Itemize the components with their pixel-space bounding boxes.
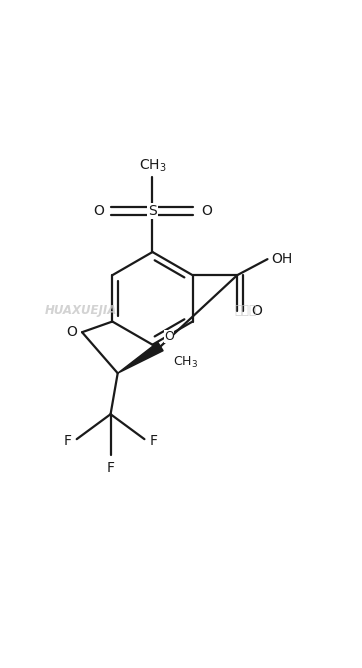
- Text: 化学加: 化学加: [234, 305, 256, 317]
- Text: CH$_3$: CH$_3$: [139, 157, 166, 174]
- Text: OH: OH: [271, 252, 292, 266]
- Text: CH$_3$: CH$_3$: [173, 355, 198, 371]
- Text: S: S: [148, 204, 157, 218]
- Text: F: F: [63, 434, 71, 448]
- Text: O: O: [164, 330, 174, 343]
- Text: O: O: [201, 204, 212, 218]
- Text: HUAXUEJIA: HUAXUEJIA: [45, 305, 117, 317]
- Text: O: O: [252, 304, 262, 318]
- Text: O: O: [93, 204, 104, 218]
- Polygon shape: [118, 342, 163, 373]
- Text: F: F: [150, 434, 158, 448]
- Text: F: F: [106, 460, 114, 474]
- Text: O: O: [66, 325, 77, 339]
